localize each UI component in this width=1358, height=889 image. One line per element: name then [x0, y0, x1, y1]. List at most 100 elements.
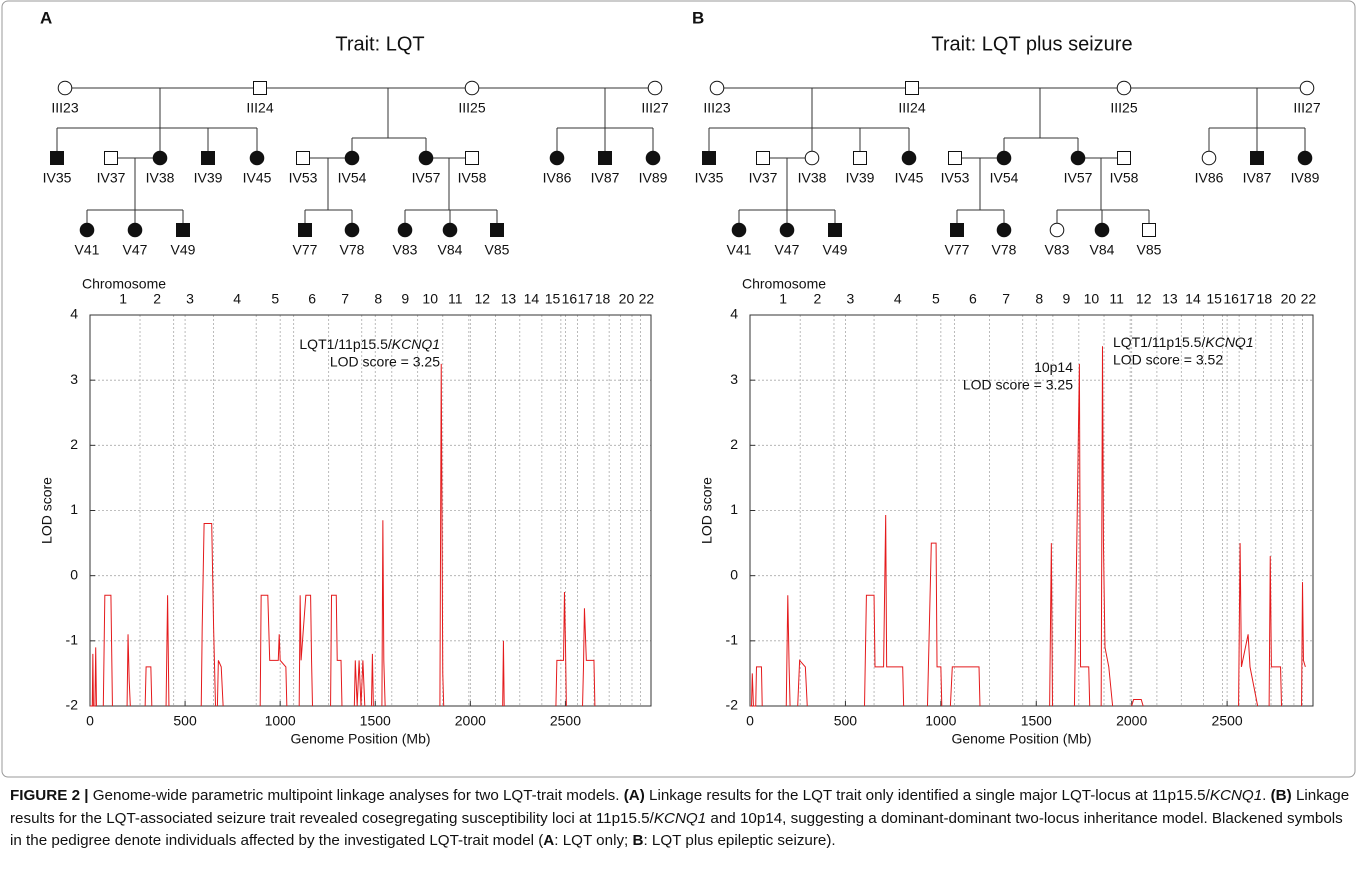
pedigree-male: [598, 151, 612, 165]
chromosome-label: 18: [595, 291, 611, 307]
pedigree-female: [1299, 80, 1315, 96]
chromosome-label: 13: [501, 291, 517, 307]
chromosome-label: 4: [894, 291, 902, 307]
chromosome-label: 2: [153, 291, 161, 307]
caption-run: Linkage results for the LQT trait only i…: [644, 787, 1210, 804]
pedigree-male: [756, 151, 770, 165]
y-tick-label: -2: [66, 697, 79, 713]
pedigree-label: IV45: [895, 170, 924, 186]
pedigree-label: IV87: [591, 170, 620, 186]
chromosome-label: 1: [119, 291, 127, 307]
pedigree-label: IV37: [97, 170, 126, 186]
figure-border: [1, 0, 1356, 778]
chromosome-label: 3: [846, 291, 854, 307]
pedigree-label: III25: [1110, 100, 1137, 116]
pedigree-label: V83: [1045, 242, 1070, 258]
panel-title: Trait: LQT plus seizure: [931, 33, 1132, 55]
y-axis-label: LOD score: [39, 477, 55, 544]
annotation-score: LOD score = 3.25: [963, 377, 1073, 393]
chromosome-label: 6: [969, 291, 977, 307]
caption-run: (A): [623, 787, 645, 804]
chromosome-label: 5: [932, 291, 940, 307]
caption-run: Linkage results for the LQT-associated s…: [10, 787, 1354, 827]
chromosome-label: 13: [1162, 291, 1178, 307]
pedigree-label: V49: [823, 242, 848, 258]
pedigree-label: IV87: [1243, 170, 1272, 186]
x-tick-label: 2000: [1116, 713, 1147, 729]
chromosome-label: 4: [233, 291, 241, 307]
annotation-locus: 10p14: [1034, 359, 1073, 375]
x2-axis-label: Chromosome: [82, 276, 166, 292]
pedigree-female: [804, 150, 820, 166]
pedigree-male: [253, 81, 267, 95]
chromosome-label: 6: [308, 291, 316, 307]
y-tick-label: 1: [70, 501, 78, 517]
pedigree-label: III24: [246, 100, 273, 116]
pedigree-label: V83: [393, 242, 418, 258]
caption: FIGURE 2 | Genome-wide parametric multip…: [10, 785, 1350, 853]
chromosome-label: 10: [422, 291, 438, 307]
x-tick-label: 1000: [925, 713, 956, 729]
pedigree-female: [1070, 150, 1086, 166]
pedigree-female: [709, 80, 725, 96]
annotation-gene: KCNQ1: [1205, 334, 1253, 350]
pedigree-female: [1201, 150, 1217, 166]
pedigree-male: [828, 223, 842, 237]
pedigree-female: [249, 150, 265, 166]
annotation-score: LOD score = 3.25: [330, 354, 440, 370]
annotation: LQT1/11p15.5/KCNQ1: [1113, 334, 1254, 350]
pedigree-female: [1116, 80, 1132, 96]
pedigree-female: [1049, 222, 1065, 238]
chromosome-label: 18: [1257, 291, 1273, 307]
caption-run: : LQT plus epileptic seizure).: [643, 832, 836, 849]
pedigree-female: [996, 150, 1012, 166]
chromosome-label: 15: [1206, 291, 1222, 307]
lod-curve: [750, 346, 1306, 707]
pedigree-label: III27: [1293, 100, 1320, 116]
annotation-locus: LQT1/11p15.5/: [299, 336, 391, 352]
pedigree-male: [948, 151, 962, 165]
chromosome-label: 17: [578, 291, 594, 307]
pedigree-female: [549, 150, 565, 166]
caption-run: A: [543, 832, 555, 849]
pedigree-male: [298, 223, 312, 237]
pedigree-label: III24: [898, 100, 925, 116]
pedigree-label: IV89: [1291, 170, 1320, 186]
pedigree-label: III25: [458, 100, 485, 116]
pedigree-label: V85: [485, 242, 510, 258]
caption-run: B: [632, 832, 644, 849]
pedigree-male: [853, 151, 867, 165]
chromosome-label: 12: [1136, 291, 1152, 307]
pedigree-male: [905, 81, 919, 95]
pedigree-female: [1094, 222, 1110, 238]
pedigree-male: [1142, 223, 1156, 237]
y-axis-label: LOD score: [699, 477, 715, 544]
pedigree-label: IV38: [146, 170, 175, 186]
pedigree-female: [647, 80, 663, 96]
pedigree-male: [1117, 151, 1131, 165]
chromosome-label: 17: [1239, 291, 1255, 307]
x-tick-label: 1500: [360, 713, 391, 729]
chromosome-label: 1: [779, 291, 787, 307]
pedigree-male: [490, 223, 504, 237]
chromosome-label: 10: [1084, 291, 1100, 307]
pedigree-label: IV53: [289, 170, 318, 186]
pedigree-female: [731, 222, 747, 238]
pedigree-label: IV37: [749, 170, 778, 186]
pedigree-female: [464, 80, 480, 96]
pedigree-male: [176, 223, 190, 237]
y-tick-label: 3: [70, 371, 78, 387]
pedigree-label: III23: [51, 100, 78, 116]
lod-curve: [90, 363, 596, 707]
chromosome-label: 9: [1063, 291, 1071, 307]
pedigree-label: IV54: [338, 170, 367, 186]
pedigree-female: [127, 222, 143, 238]
annotation-score: LOD score = 3.52: [1113, 352, 1223, 368]
pedigree-female: [779, 222, 795, 238]
x2-axis-label: Chromosome: [742, 276, 826, 292]
y-tick-label: 0: [70, 566, 78, 582]
chromosome-label: 12: [475, 291, 491, 307]
pedigree-male: [1250, 151, 1264, 165]
chromosome-label: 16: [562, 291, 578, 307]
